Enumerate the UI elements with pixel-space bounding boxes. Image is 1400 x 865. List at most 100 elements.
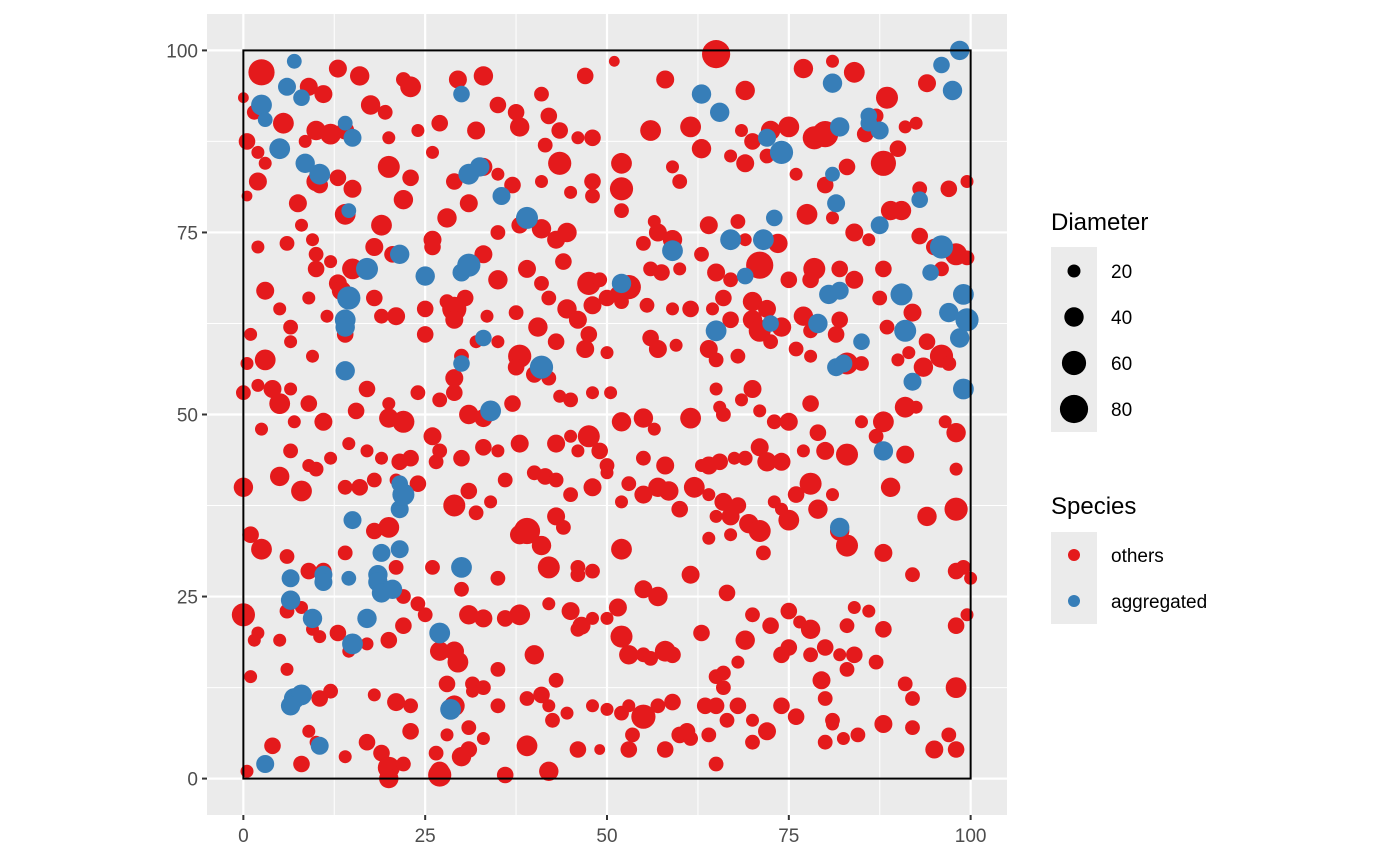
point-others (836, 732, 850, 745)
point-others (254, 349, 276, 371)
point-others (750, 438, 769, 457)
point-others (855, 415, 868, 429)
point-others (402, 449, 419, 467)
point-others (874, 715, 893, 733)
point-aggregated (691, 84, 712, 104)
point-aggregated (492, 187, 511, 205)
y-tick-label: 50 (177, 406, 198, 427)
point-others (314, 85, 333, 104)
point-others (636, 236, 651, 251)
point-others (424, 238, 441, 256)
point-aggregated (343, 511, 362, 530)
point-others (845, 223, 864, 242)
point-others (547, 333, 565, 351)
point-others (524, 645, 544, 665)
point-others (699, 216, 718, 235)
point-others (342, 437, 356, 451)
point-others (337, 479, 353, 495)
point-others (804, 349, 818, 363)
point-others (459, 194, 478, 213)
point-others (711, 453, 728, 471)
point-others (793, 306, 814, 326)
point-others (338, 750, 352, 764)
point-others (534, 276, 549, 291)
legend-size-key (1067, 264, 1081, 278)
point-others (585, 188, 600, 204)
point-others (778, 509, 800, 531)
point-others (729, 697, 747, 715)
point-others (716, 665, 731, 681)
legend-color-key-aggregated (1068, 595, 1080, 607)
point-others (548, 672, 564, 688)
point-others (680, 407, 701, 429)
point-others (466, 684, 479, 698)
point-others (833, 648, 847, 662)
point-others (648, 586, 668, 607)
point-others (808, 499, 828, 519)
point-others (926, 742, 942, 757)
point-aggregated (890, 283, 913, 306)
point-others (608, 598, 627, 617)
point-others (891, 200, 912, 221)
point-others (548, 151, 572, 175)
point-others (789, 167, 803, 181)
point-others (308, 461, 324, 477)
observation-window-outline (242, 49, 972, 780)
point-others (570, 567, 586, 583)
point-others (701, 727, 717, 743)
point-others (371, 214, 392, 236)
point-others (409, 475, 427, 493)
point-others (488, 270, 508, 290)
point-others (358, 733, 376, 751)
point-aggregated (769, 140, 794, 164)
point-others (556, 520, 571, 535)
point-others (633, 408, 654, 428)
point-others (803, 257, 826, 280)
point-others (742, 291, 763, 312)
point-others (480, 309, 494, 323)
point-others (454, 581, 469, 597)
point-others (584, 129, 601, 147)
point-others (758, 299, 776, 318)
point-others (868, 654, 884, 670)
point-others (664, 646, 681, 664)
point-others (431, 114, 449, 132)
point-others (295, 218, 308, 232)
point-others (445, 369, 464, 388)
point-others (461, 720, 477, 735)
point-others (611, 412, 632, 432)
point-others (491, 444, 505, 458)
point-others (586, 386, 599, 400)
point-others (724, 149, 738, 163)
point-others (631, 704, 656, 729)
point-others (693, 624, 710, 642)
point-others (270, 466, 290, 487)
point-others (459, 404, 479, 425)
point-others (894, 396, 916, 418)
legend-size-key (1064, 307, 1084, 327)
point-aggregated (705, 320, 727, 342)
point-aggregated (382, 579, 403, 599)
y-tick-label: 100 (166, 41, 198, 62)
point-aggregated (911, 191, 928, 208)
point-others (513, 517, 541, 545)
point-others (244, 670, 258, 684)
data-points (231, 40, 979, 789)
point-aggregated (830, 117, 850, 137)
point-others (545, 712, 560, 728)
point-others (702, 488, 716, 502)
point-others (831, 311, 848, 329)
point-aggregated (953, 284, 974, 305)
legend-size-label: 20 (1111, 262, 1132, 283)
point-aggregated (942, 80, 963, 101)
point-others (375, 451, 388, 465)
point-others (648, 223, 667, 242)
point-others (947, 741, 965, 758)
point-aggregated (529, 355, 554, 379)
point-others (509, 604, 531, 626)
point-others (360, 95, 381, 115)
point-others (730, 348, 746, 364)
point-others (584, 173, 601, 190)
point-aggregated (950, 328, 970, 348)
legend-color-label: aggregated (1111, 592, 1207, 613)
